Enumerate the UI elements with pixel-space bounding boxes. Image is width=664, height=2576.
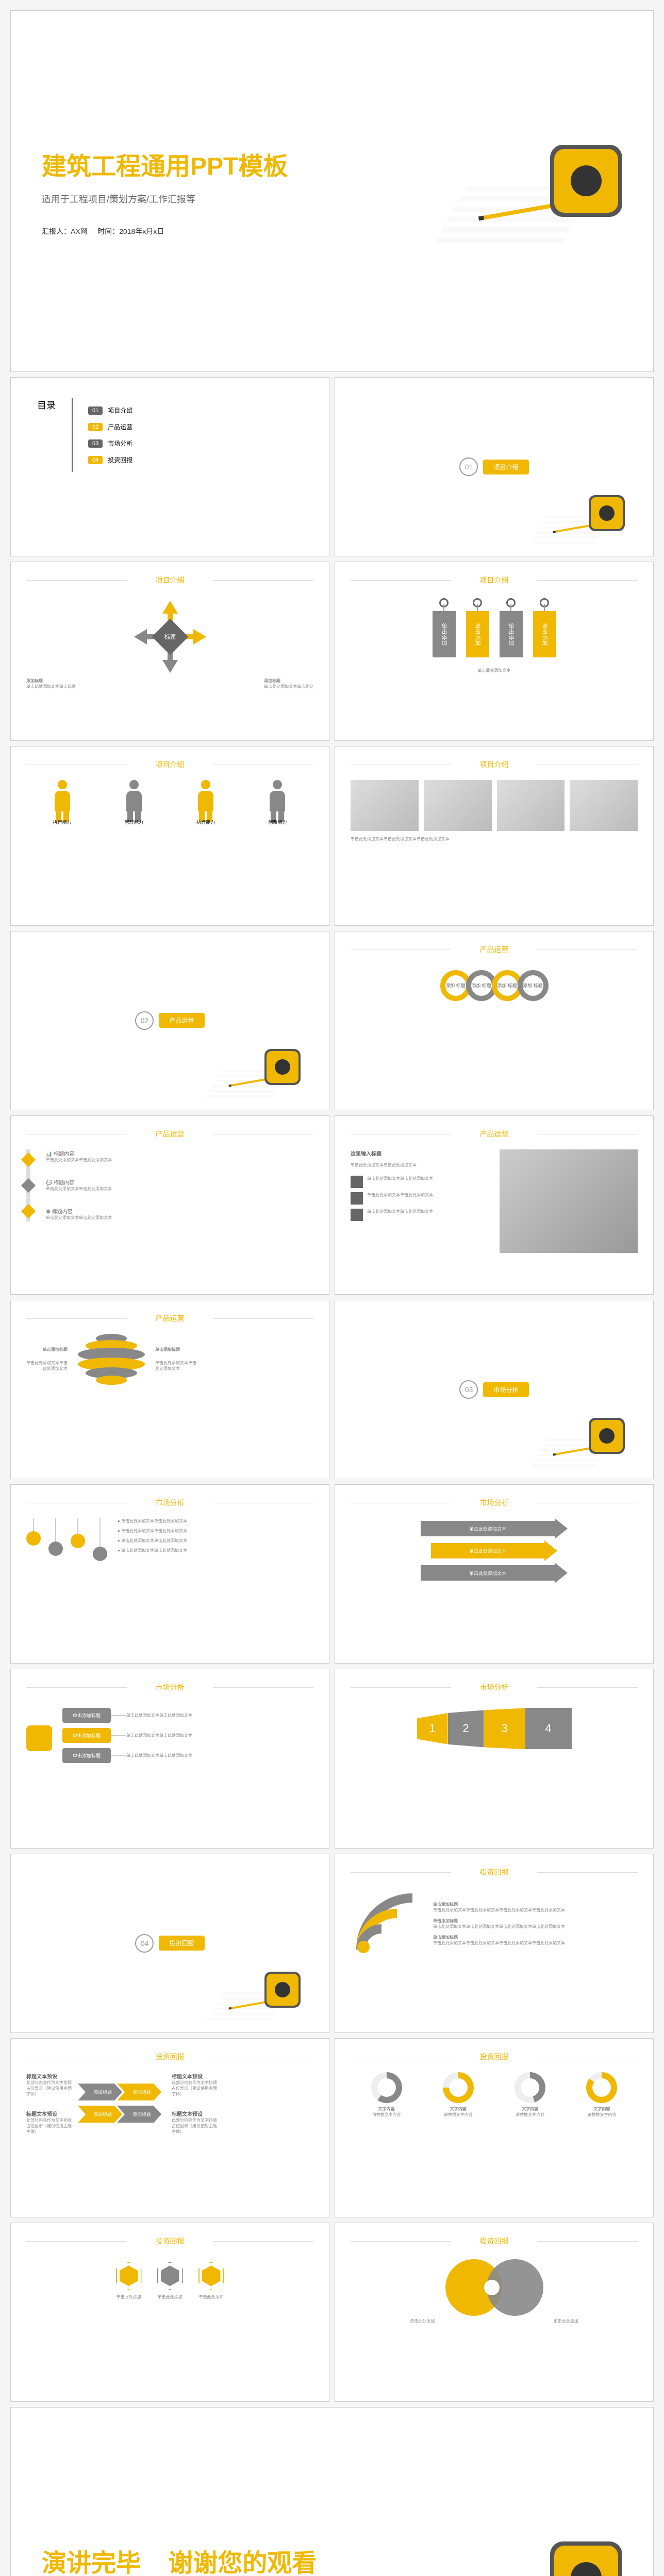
section-num: 01 — [459, 457, 478, 476]
slide-wifi: 投资回报 单击添加标题单击此处添加文本单击此处添加文本单击此处添加文本单击此处添… — [335, 1854, 654, 2033]
person-icon: 执行能力 — [52, 780, 73, 825]
content-title: 产品运营 — [351, 1129, 638, 1139]
slide-section-04: 04 投资回报 — [10, 1854, 329, 2033]
slide-ellipses: 产品运营 单击添加标题 单击此处添加文本单击此处添加文本 单击添加标题 单击此处… — [10, 1300, 329, 1479]
photo-placeholder — [500, 1149, 638, 1253]
slide-hexagons: 投资回报 单击此处添加 单击此处添加 单击此处添加 — [10, 2223, 329, 2402]
content-title: 市场分析 — [26, 1498, 313, 1508]
slide-photo-icons: 产品运营 这里输入标题 单击此处添加文本单击此处添加文本 单击此处添加文本单击此… — [335, 1115, 654, 1295]
tag: 单击添加 — [500, 611, 523, 657]
content-title: 投资回报 — [26, 2236, 313, 2246]
section-num: 03 — [459, 1380, 478, 1399]
slide-section-01: 01 项目介绍 — [335, 377, 654, 556]
slide-flow: 市场分析 单击添加标题单击此处添加文本单击此处添加文本 单击添加标题单击此处添加… — [10, 1669, 329, 1848]
section-num: 04 — [135, 1934, 154, 1953]
meta: 汇报人：AX网 时间：2018年x月x日 — [42, 226, 288, 236]
content-title: 投资回报 — [351, 2236, 638, 2246]
section-label: 产品运营 — [159, 1013, 204, 1028]
slide-big-arrows: 市场分析 单击此处添加文本 单击此处添加文本 单击此处添加文本 — [335, 1484, 654, 1664]
section-label: 项目介绍 — [483, 460, 528, 474]
slide-donuts: 投资回报 文字内容请替换文字内容 文字内容请替换文字内容 文字内容请替换文字内容 文字… — [335, 2038, 654, 2217]
content-title: 产品运营 — [351, 944, 638, 955]
person-icon: 管理能力 — [124, 780, 144, 825]
content-title: 项目介绍 — [26, 759, 313, 770]
tape-measure-graphic — [478, 140, 633, 243]
main-title: 建筑工程通用PPT模板 — [42, 146, 288, 182]
content-title: 项目介绍 — [351, 759, 638, 770]
content-title: 项目介绍 — [26, 575, 313, 585]
section-num: 02 — [135, 1011, 154, 1030]
content-title: 市场分析 — [351, 1498, 638, 1508]
toc-item: 02产品运营 — [88, 422, 308, 431]
content-title: 产品运营 — [26, 1129, 313, 1139]
donut-chart: 文字内容请替换文字内容 — [443, 2072, 474, 2117]
slide-section-02: 02 产品运营 — [10, 931, 329, 1110]
content-title: 投资回报 — [351, 1867, 638, 1877]
content-title: 市场分析 — [26, 1682, 313, 1692]
slide-section-03: 03 市场分析 — [335, 1300, 654, 1479]
person-icon: 执行能力 — [195, 780, 216, 825]
section-label: 投资回报 — [159, 1936, 204, 1951]
slide-cross-arrows: 项目介绍 标题 添加标题单击此处添加文本单击此处 添加标题单击此处添加文本单击此… — [10, 562, 329, 741]
slide-photos: 项目介绍 单击此处添加文本单击此处添加文本单击此处添加文本 — [335, 746, 654, 925]
slide-title: 建筑工程通用PPT模板 适用于工程项目/策划方案/工作汇报等 汇报人：AX网 时… — [10, 10, 654, 372]
slide-end: 演讲完毕 谢谢您的观看 适用于工程项目/策划方案/工作汇报等 汇报人：AX网 时… — [10, 2407, 654, 2576]
content-title: 市场分析 — [351, 1682, 638, 1692]
photo-placeholder — [424, 780, 492, 831]
photo-placeholder — [351, 780, 419, 831]
slide-vtimeline: 产品运营 📊 标题内容单击此处添加文本单击此处添加文本 💬 标题内容单击此处添加… — [10, 1115, 329, 1295]
toc-item: 01项目介绍 — [88, 406, 308, 415]
slide-circles: 产品运营 添加 标题添加 标题添加 标题添加 标题 — [335, 931, 654, 1110]
toc-item: 03市场分析 — [88, 439, 308, 448]
slide-toc: 目录 01项目介绍 02产品运营 03市场分析 04投资回报 — [10, 377, 329, 556]
donut-chart: 文字内容请替换文字内容 — [586, 2072, 617, 2117]
slide-hanging-tags: 项目介绍 单击添加 单击添加 单击添加 单击添加 单击此处添加文本 — [335, 562, 654, 741]
donut-chart: 文字内容请替换文字内容 — [371, 2072, 402, 2117]
slide-venn: 投资回报 单击此处添加单击此处添加 — [335, 2223, 654, 2402]
subtitle: 适用于工程项目/策划方案/工作汇报等 — [42, 192, 288, 206]
photo-placeholder — [570, 780, 638, 831]
wifi-icon — [351, 1888, 423, 1960]
content-title: 投资回报 — [26, 2052, 313, 2062]
content-title: 产品运营 — [26, 1313, 313, 1324]
slide-people: 项目介绍 执行能力 管理能力 执行能力 创新能力 — [10, 746, 329, 925]
toc-heading: 目录 — [37, 400, 56, 411]
end-title: 演讲完毕 谢谢您的观看 — [42, 2543, 317, 2576]
tag: 单击添加 — [466, 611, 489, 657]
slide-mini-circles: 市场分析 ● 单击此处添加文本单击此处添加文本 ● 单击此处添加文本单击此处添加… — [10, 1484, 329, 1664]
toc-item: 04投资回报 — [88, 455, 308, 464]
section-label: 市场分析 — [483, 1382, 528, 1397]
slide-chevrons: 投资回报 标题文本预设此部分内容作为文字排版占位显示（建议使用主题字体） 标题文… — [10, 2038, 329, 2217]
person-icon: 创新能力 — [267, 780, 288, 825]
tag: 单击添加 — [533, 611, 556, 657]
circle-item: 添加 标题 — [518, 970, 549, 1001]
photo-placeholder — [497, 780, 565, 831]
tape-measure-graphic — [478, 2536, 633, 2576]
tag: 单击添加 — [433, 611, 456, 657]
slide-funnel: 市场分析 1 2 3 4 — [335, 1669, 654, 1848]
content-title: 投资回报 — [351, 2052, 638, 2062]
content-title: 项目介绍 — [351, 575, 638, 585]
donut-chart: 文字内容请替换文字内容 — [514, 2072, 545, 2117]
